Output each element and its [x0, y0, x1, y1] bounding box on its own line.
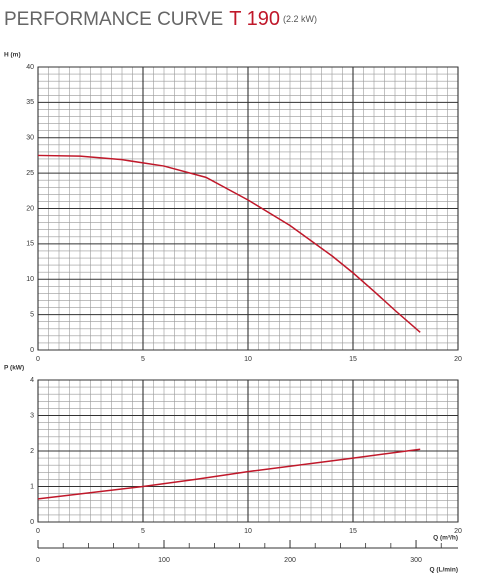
title: PERFORMANCE CURVE T 190 (2.2 kW) [4, 8, 317, 30]
x-axis-label: Q (m³/h) [433, 535, 458, 542]
y-tick-label: 3 [30, 412, 34, 419]
secondary-axis-label: Q (L/min) [429, 567, 458, 574]
y-tick-label: 0 [30, 347, 34, 354]
x-tick-label: 5 [141, 356, 145, 363]
y-tick-label: 5 [30, 311, 34, 318]
y-axis-label: P (kW) [4, 365, 24, 372]
secondary-tick-label: 300 [410, 557, 422, 564]
x-tick-label: 10 [244, 356, 252, 363]
model: T 190 [229, 8, 280, 30]
y-tick-label: 30 [26, 135, 34, 142]
x-tick-label: 5 [141, 528, 145, 535]
title-text: PERFORMANCE CURVE [4, 9, 223, 30]
secondary-tick-label: 100 [158, 557, 170, 564]
x-tick-label: 20 [454, 356, 462, 363]
curve [37, 448, 421, 500]
y-tick-label: 35 [26, 99, 34, 106]
y-axis-label: H (m) [4, 52, 21, 59]
x-tick-label: 0 [36, 356, 40, 363]
secondary-tick-label: 0 [36, 557, 40, 564]
y-tick-label: 2 [30, 448, 34, 455]
y-tick-label: 0 [30, 519, 34, 526]
x-tick-label: 15 [349, 528, 357, 535]
y-tick-label: 4 [30, 377, 34, 384]
plot-frame [37, 379, 459, 523]
y-tick-label: 25 [26, 170, 34, 177]
y-tick-label: 1 [30, 483, 34, 490]
rating: (2.2 kW) [283, 14, 317, 24]
x-tick-label: 20 [454, 528, 462, 535]
y-tick-label: 15 [26, 241, 34, 248]
y-tick-label: 40 [26, 64, 34, 71]
curve [37, 154, 421, 333]
y-tick-label: 10 [26, 276, 34, 283]
secondary-tick-label: 200 [284, 557, 296, 564]
x-tick-label: 15 [349, 356, 357, 363]
plot-frame [37, 66, 459, 351]
x-tick-label: 0 [36, 528, 40, 535]
x-tick-label: 10 [244, 528, 252, 535]
y-tick-label: 20 [26, 205, 34, 212]
